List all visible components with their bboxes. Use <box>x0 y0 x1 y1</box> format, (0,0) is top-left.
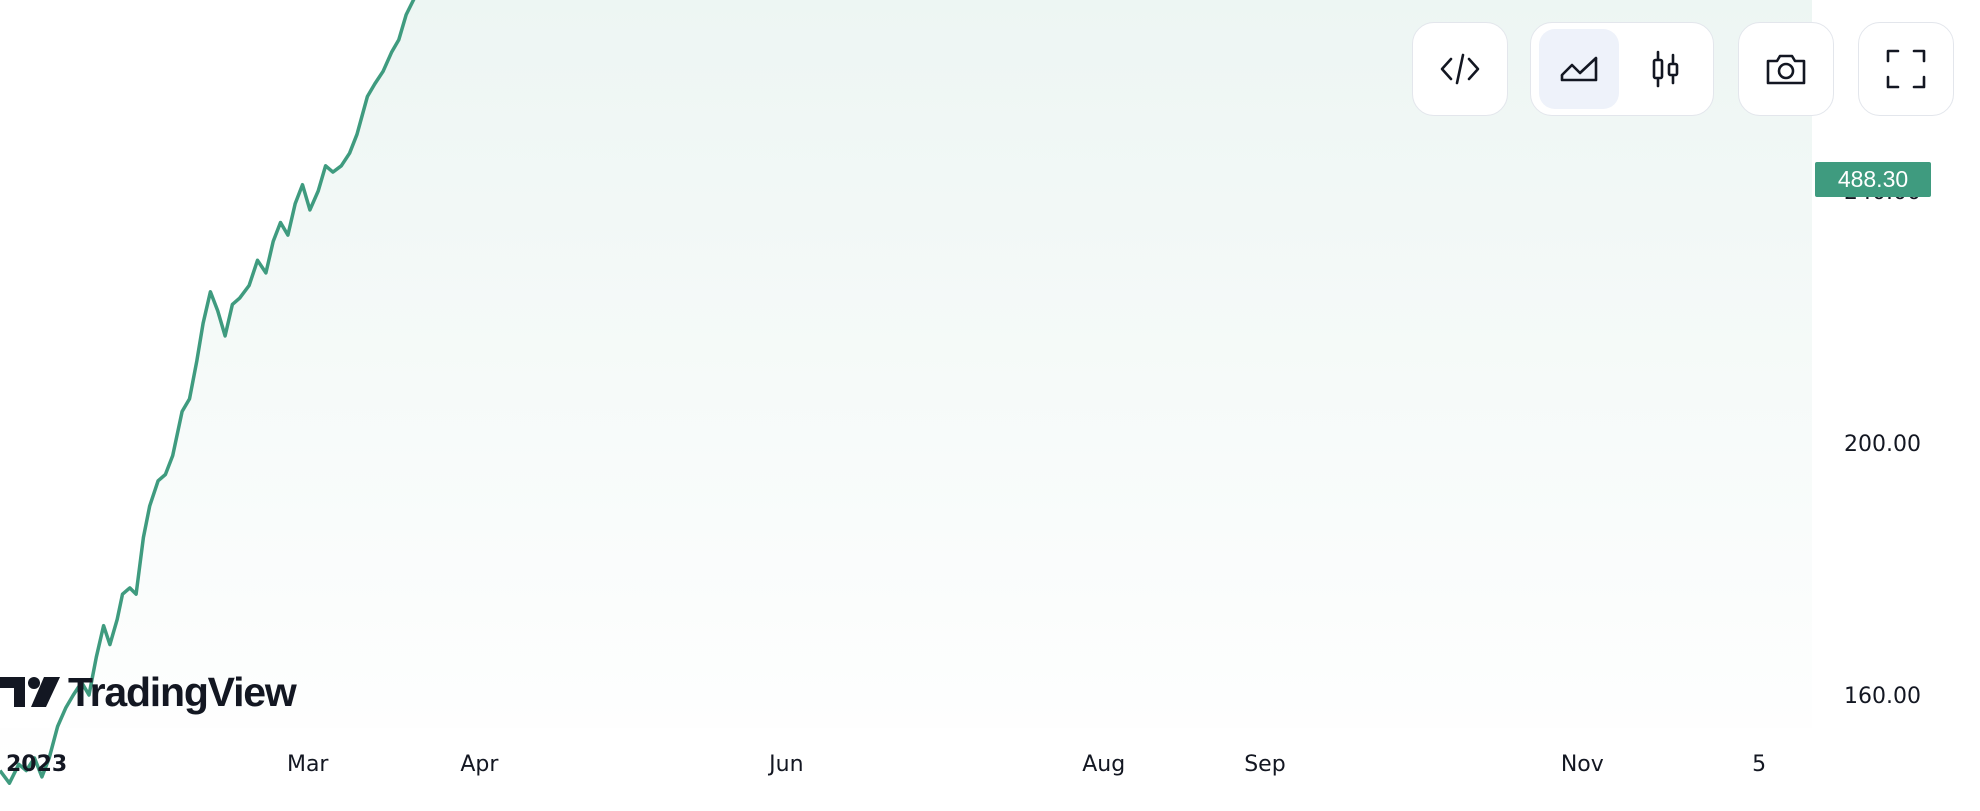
time-axis: 2023 Mar Apr Jun Aug Sep Nov 5 <box>6 752 1766 777</box>
price-tick-label: 200.00 <box>1844 432 1921 457</box>
time-tick-label: Jun <box>767 752 803 777</box>
time-tick-label: 2023 <box>6 752 67 777</box>
time-tick-label: Aug <box>1082 752 1125 777</box>
time-tick-label: Apr <box>460 752 499 777</box>
code-icon <box>1440 53 1480 85</box>
area-chart-icon <box>1560 56 1598 82</box>
area-fill <box>0 0 1812 784</box>
chart-style-toggle <box>1530 22 1714 116</box>
tradingview-logo[interactable]: TradingView <box>0 664 297 720</box>
price-line <box>0 0 416 785</box>
time-tick-label: 5 <box>1752 752 1766 777</box>
candlestick-style-button[interactable] <box>1625 29 1705 109</box>
time-tick-label: Nov <box>1561 752 1604 777</box>
fullscreen-button[interactable] <box>1858 22 1954 116</box>
price-tick-label: 160.00 <box>1844 684 1921 709</box>
tradingview-logo-icon <box>0 677 60 707</box>
embed-code-button[interactable] <box>1412 22 1508 116</box>
time-tick-label: Mar <box>287 752 329 777</box>
area-style-button[interactable] <box>1539 29 1619 109</box>
camera-icon <box>1766 54 1806 85</box>
time-tick-label: Sep <box>1244 752 1285 777</box>
last-price-label: 488.30 <box>1815 162 1931 197</box>
snapshot-button[interactable] <box>1738 22 1834 116</box>
logo-wordmark: TradingView <box>68 668 297 715</box>
fullscreen-icon <box>1886 49 1926 89</box>
candlestick-icon <box>1652 50 1679 88</box>
